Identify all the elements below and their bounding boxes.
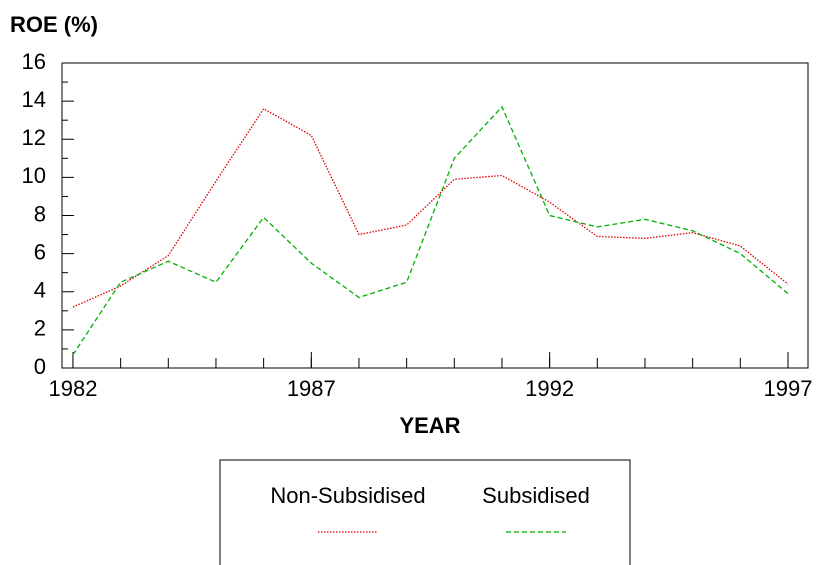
y-tick-label: 16 (22, 49, 46, 74)
plot-frame (61, 62, 809, 369)
y-tick-label: 10 (22, 163, 46, 188)
legend-box (219, 459, 631, 565)
legend-label: Subsidised (482, 483, 590, 508)
series-line (72, 105, 789, 356)
x-tick-label: 1982 (48, 376, 97, 401)
legend-label: Non-Subsidised (270, 483, 425, 508)
chart-title: ROE (%) (10, 12, 98, 37)
y-tick-label: 12 (22, 125, 46, 150)
y-tick-label: 0 (34, 354, 46, 379)
y-tick-label: 2 (34, 316, 46, 341)
y-tick-label: 8 (34, 201, 46, 226)
x-axis-label: YEAR (399, 413, 460, 438)
y-tick-label: 14 (22, 87, 46, 112)
x-tick-label: 1997 (764, 376, 813, 401)
x-tick-label: 1987 (287, 376, 336, 401)
series-line (72, 107, 789, 308)
y-tick-label: 4 (34, 278, 46, 303)
y-tick-label: 6 (34, 239, 46, 264)
x-tick-label: 1992 (525, 376, 574, 401)
